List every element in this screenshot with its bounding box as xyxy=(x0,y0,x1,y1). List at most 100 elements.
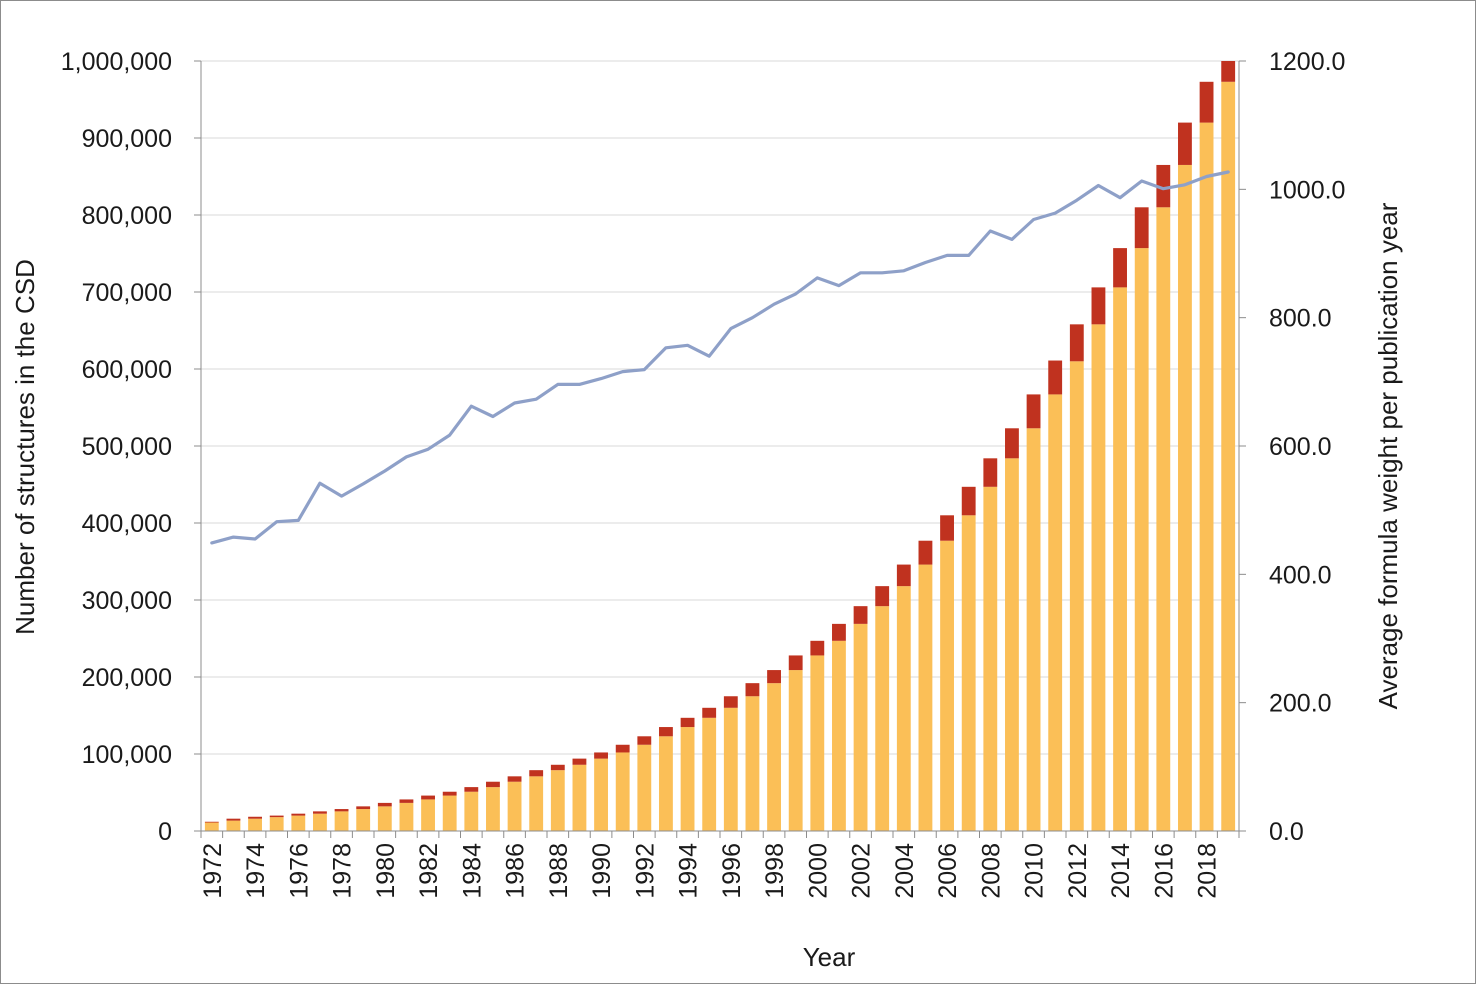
x-tick-label: 1974 xyxy=(242,843,270,899)
bar-segment-top xyxy=(594,752,608,759)
x-tick-label: 2006 xyxy=(934,843,962,899)
y-right-tick-label: 600.0 xyxy=(1269,433,1332,461)
x-axis-title: Year xyxy=(803,942,856,972)
bar-segment-top xyxy=(659,727,673,737)
bar-segment-base xyxy=(1156,207,1171,832)
bar-segment-base xyxy=(226,820,241,831)
x-tick-label: 1994 xyxy=(675,843,703,899)
bar-segment-top xyxy=(550,764,565,771)
bar-segment-base xyxy=(875,606,890,831)
y-right-tick-label: 1200.0 xyxy=(1269,48,1345,76)
y-left-tick-label: 900,000 xyxy=(82,125,172,153)
bar-segment-top xyxy=(832,623,846,641)
bar-segment-base xyxy=(1178,164,1192,831)
bar-segment-top xyxy=(507,776,522,782)
bar-segment-base xyxy=(961,515,976,831)
bar-segment-base xyxy=(702,717,717,831)
y-right-tick-label: 200.0 xyxy=(1269,690,1332,718)
bar-segment-base xyxy=(442,795,457,831)
bar-segment-base xyxy=(550,770,565,831)
x-tick-label: 1984 xyxy=(458,843,486,899)
bar-segment-base xyxy=(334,811,349,831)
bar-segment-top xyxy=(248,816,262,819)
bar-segment-top xyxy=(1221,61,1236,82)
bar-segment-base xyxy=(680,727,695,831)
x-tick-label: 1988 xyxy=(545,843,573,899)
bar-segment-top xyxy=(204,821,219,823)
bar-segment-base xyxy=(507,781,522,831)
bar-segment-top xyxy=(313,811,327,814)
bar-segment-top xyxy=(680,717,695,728)
x-tick-label: 2008 xyxy=(977,843,1005,899)
x-tick-label: 1980 xyxy=(372,843,400,899)
bar-segment-top xyxy=(226,818,241,821)
bar-segment-top xyxy=(1005,428,1019,459)
bar-segment-top xyxy=(810,640,825,656)
x-tick-label: 1976 xyxy=(285,843,313,899)
bar-segment-base xyxy=(767,683,781,831)
bar-segment-top xyxy=(918,540,933,565)
bar-segment-top xyxy=(399,799,414,803)
bar-segment-base xyxy=(659,736,673,831)
bar-segment-top xyxy=(983,458,998,487)
x-tick-label: 2018 xyxy=(1194,843,1222,899)
bar-segment-base xyxy=(572,764,587,831)
formula-weight-line xyxy=(210,170,1230,545)
y-left-tick-label: 800,000 xyxy=(82,202,172,230)
bar-segment-top xyxy=(615,744,630,753)
bar-segment-base xyxy=(1091,324,1106,831)
bar-segment-base xyxy=(983,486,998,831)
bar-segment-top xyxy=(1091,287,1106,325)
bar-segment-base xyxy=(1134,248,1149,832)
bar-segment-top xyxy=(745,683,760,697)
bars xyxy=(204,61,1236,832)
bar-segment-top xyxy=(723,696,738,708)
x-tick-label: 2002 xyxy=(848,843,876,899)
bar-segment-top xyxy=(421,795,435,800)
x-tick-label: 2016 xyxy=(1150,843,1178,899)
bar-segment-base xyxy=(1026,428,1041,831)
bar-segment-top xyxy=(529,770,544,777)
y-right-tick-label: 0.0 xyxy=(1269,818,1304,846)
x-tick-label: 2014 xyxy=(1107,843,1135,899)
y-left-tick-label: 400,000 xyxy=(82,510,172,538)
bar-segment-base xyxy=(1199,122,1214,832)
y-left-tick-label: 600,000 xyxy=(82,356,172,384)
tick-labels: 0 100,000 200,000 300,000 400,000 500,000 600,… xyxy=(61,48,1346,899)
x-tick-label: 2000 xyxy=(804,843,832,899)
bar-segment-base xyxy=(377,806,392,831)
bar-segment-base xyxy=(421,799,435,831)
bar-segment-top xyxy=(1026,394,1041,429)
bar-segment-top xyxy=(377,802,392,807)
bar-segment-base xyxy=(204,822,219,831)
gridlines xyxy=(201,60,1239,755)
bar-segment-base xyxy=(291,815,306,831)
bar-segment-top xyxy=(853,606,868,624)
axes xyxy=(194,60,1246,838)
bar-segment-base xyxy=(1005,458,1019,831)
x-tick-label: 1992 xyxy=(631,843,659,899)
y-right-tick-label: 400.0 xyxy=(1269,561,1332,589)
bar-segment-base xyxy=(529,776,544,831)
bar-segment-top xyxy=(767,670,781,684)
y-left-tick-label: 300,000 xyxy=(82,587,172,615)
bar-segment-top xyxy=(1069,324,1084,362)
x-tick-label: 1986 xyxy=(502,843,530,899)
bar-segment-top xyxy=(896,564,911,587)
x-tick-label: 2004 xyxy=(891,843,919,899)
y-right-tick-label: 1000.0 xyxy=(1269,176,1345,204)
bar-segment-base xyxy=(832,640,846,831)
bar-segment-base xyxy=(1113,287,1127,831)
bar-segment-base xyxy=(788,670,803,831)
bar-segment-top xyxy=(1113,248,1127,288)
y-right-tick-label: 800.0 xyxy=(1269,305,1332,333)
x-tick-label: 2012 xyxy=(1064,843,1092,899)
line-series-path xyxy=(210,170,1230,545)
bar-segment-top xyxy=(356,806,371,810)
bar-segment-base xyxy=(356,809,371,831)
x-tick-label: 2010 xyxy=(1021,843,1049,899)
bar-segment-base xyxy=(853,623,868,831)
bar-segment-base xyxy=(594,758,608,831)
